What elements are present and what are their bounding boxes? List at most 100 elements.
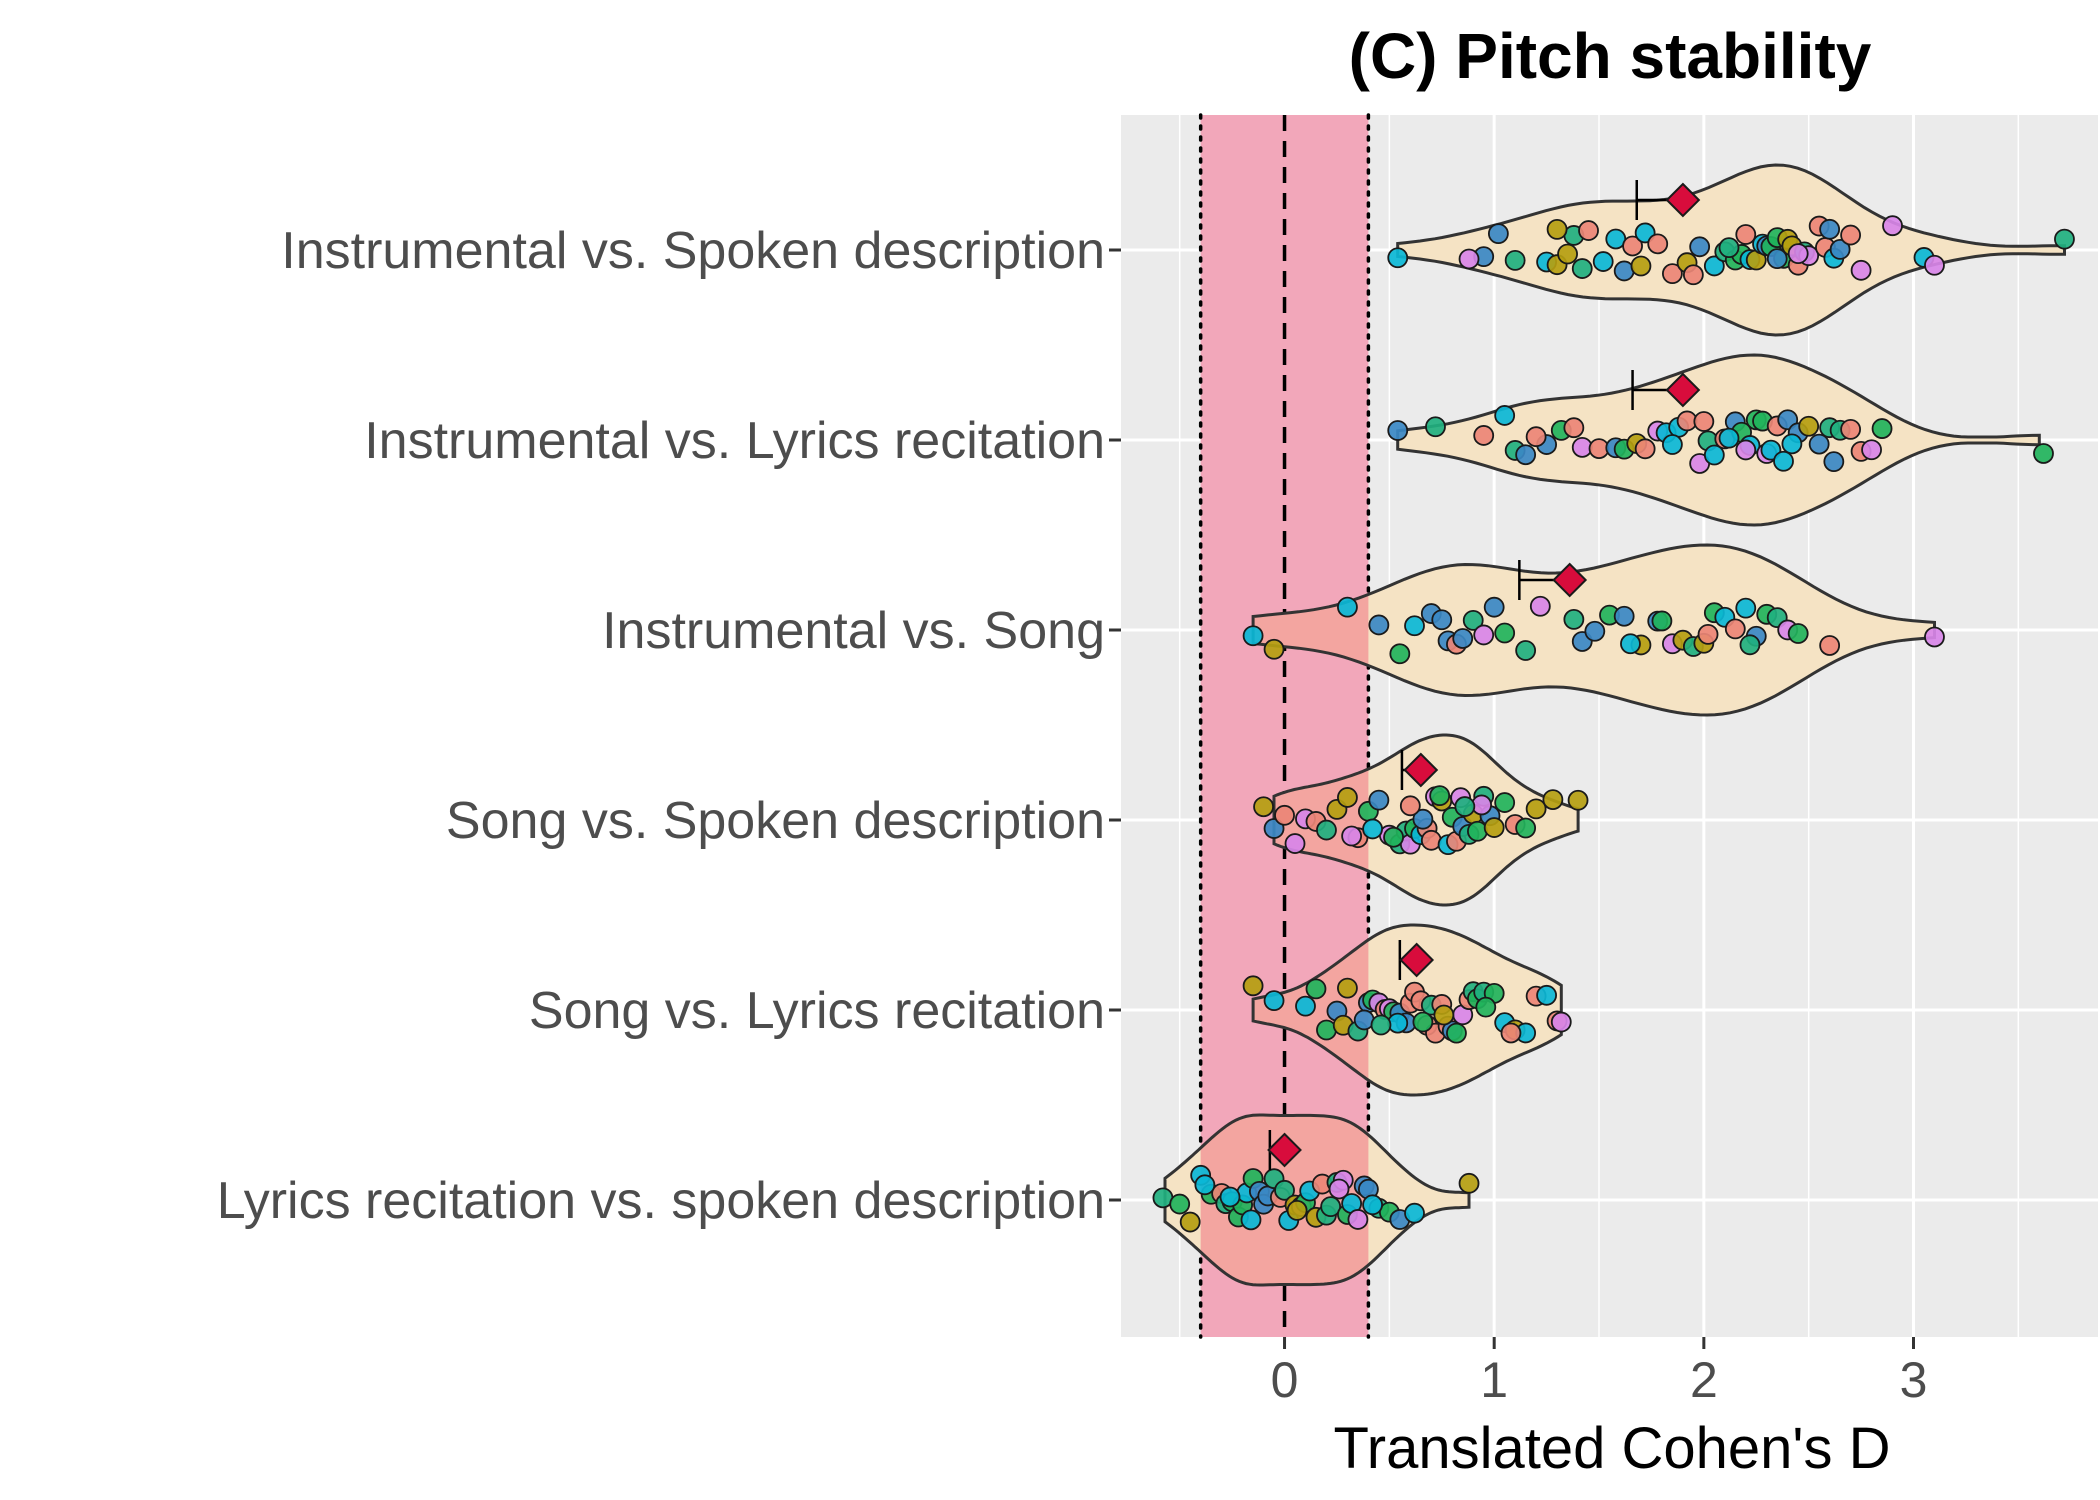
data-point <box>1242 975 1264 997</box>
data-point <box>1871 418 1893 439</box>
data-point <box>1328 1178 1350 1200</box>
violins <box>1152 163 2075 1287</box>
x-tick-label: 2 <box>1690 1352 1718 1408</box>
data-point <box>1337 787 1358 808</box>
data-point <box>1383 826 1404 848</box>
data-point <box>1286 1200 1308 1221</box>
violin-outline <box>1251 923 1563 1097</box>
data-point <box>1368 614 1390 636</box>
data-point <box>1724 618 1746 640</box>
data-point <box>1274 804 1295 826</box>
data-point <box>1362 818 1383 840</box>
data-point <box>1787 623 1809 644</box>
data-point <box>1546 218 1568 240</box>
data-point <box>1169 1193 1191 1215</box>
data-point <box>1320 1196 1342 1218</box>
data-point <box>1661 434 1683 455</box>
data-point <box>1781 433 1803 455</box>
estimate-marker <box>1665 182 1701 218</box>
data-point <box>1494 792 1516 813</box>
data-point <box>1462 609 1484 631</box>
data-point <box>1446 1022 1467 1044</box>
data-point <box>1431 609 1453 631</box>
x-axis-title: Translated Cohen's D <box>1334 1416 1891 1481</box>
data-point <box>1194 1174 1216 1196</box>
data-point <box>1387 420 1409 441</box>
data-point <box>1515 444 1537 466</box>
data-point <box>1592 251 1614 272</box>
data-point <box>1305 978 1327 1000</box>
data-point <box>1557 243 1578 265</box>
data-point <box>1703 444 1725 466</box>
data-point <box>1823 451 1845 473</box>
data-point <box>1284 833 1306 854</box>
data-point <box>1924 626 1945 648</box>
data-point <box>1473 624 1495 646</box>
data-point <box>1483 817 1505 838</box>
data-point <box>1924 254 1945 276</box>
data-point <box>1412 1011 1434 1033</box>
data-point <box>1515 817 1537 839</box>
x-tick-label: 0 <box>1271 1352 1299 1408</box>
data-point <box>1622 235 1643 257</box>
violin-outline <box>1396 163 2066 337</box>
data-point <box>2054 228 2075 250</box>
y-tick-label: Instrumental vs. Lyrics recitation <box>364 412 1105 470</box>
estimate-marker <box>1665 372 1701 408</box>
data-point <box>1387 247 1409 269</box>
data-point <box>1263 638 1285 660</box>
data-point <box>1475 996 1497 1018</box>
y-tick-label: Instrumental vs. Song <box>602 602 1105 660</box>
data-point <box>1634 438 1656 460</box>
data-point <box>1404 615 1425 637</box>
data-point <box>1571 258 1593 279</box>
data-point <box>1787 243 1809 265</box>
estimate-marker <box>1403 752 1439 788</box>
data-point <box>1718 427 1740 449</box>
data-point <box>1454 796 1476 817</box>
data-point <box>1483 596 1505 618</box>
data-point <box>1500 1022 1522 1044</box>
data-point <box>1718 237 1740 259</box>
data-point <box>1735 224 1757 245</box>
data-point <box>1850 259 1872 281</box>
data-point <box>1295 995 1316 1017</box>
estimate-marker <box>1552 562 1588 598</box>
chart-title: (C) Pitch stability <box>1349 20 1872 92</box>
data-point <box>1316 819 1337 841</box>
data-point <box>1274 1179 1295 1201</box>
data-point <box>1563 417 1585 439</box>
data-point <box>1179 1211 1201 1233</box>
data-point <box>1253 796 1274 818</box>
data-point <box>1525 798 1547 820</box>
data-point <box>1219 1186 1241 1208</box>
data-point <box>1337 977 1358 999</box>
data-point <box>1584 620 1606 642</box>
data-point <box>1819 635 1841 656</box>
data-point <box>1735 597 1757 619</box>
data-point <box>1682 264 1704 286</box>
data-point <box>1515 640 1537 661</box>
data-point <box>1525 426 1547 448</box>
data-point <box>1693 411 1715 432</box>
data-point <box>1840 418 1862 440</box>
data-point <box>1829 239 1851 260</box>
data-point <box>1840 224 1862 246</box>
data-point <box>1808 433 1830 455</box>
data-point <box>1504 249 1526 271</box>
data-point <box>1536 984 1558 1006</box>
data-point <box>1529 595 1551 617</box>
data-point <box>1651 610 1673 632</box>
data-point <box>1458 1172 1480 1194</box>
violin-outline <box>1272 733 1580 907</box>
data-point <box>1368 789 1390 811</box>
data-point <box>1620 633 1641 655</box>
data-point <box>1487 223 1509 245</box>
data-point <box>1882 215 1903 237</box>
data-point <box>1661 263 1683 285</box>
data-point <box>1630 255 1652 277</box>
data-point <box>1433 1004 1455 1026</box>
data-point <box>1458 248 1480 270</box>
data-point <box>1739 634 1761 656</box>
